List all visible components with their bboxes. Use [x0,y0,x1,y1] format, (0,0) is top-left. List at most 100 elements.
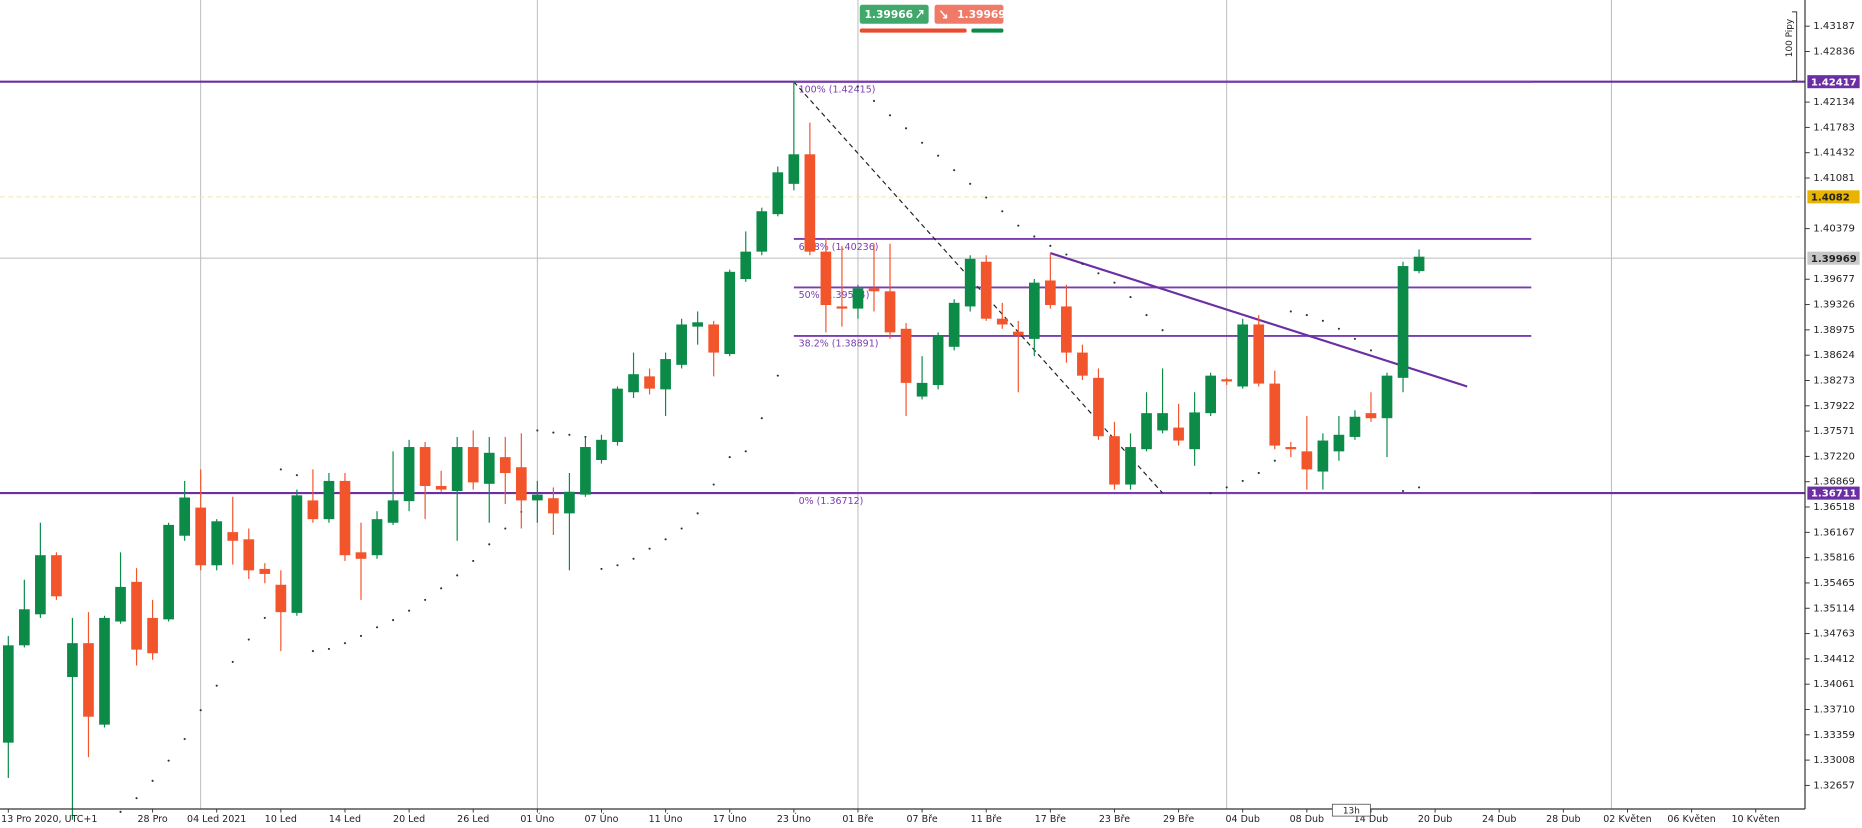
ask-price[interactable]: 1.39969 [957,8,1006,21]
y-tick-label: 1.37220 [1813,451,1855,462]
candle-body [692,322,703,327]
sar-dot [536,429,539,432]
candle-body [564,491,575,514]
candle-body [948,302,960,347]
candle-body [339,480,351,556]
quote-widget: 1.39966 1.39969 [859,4,1006,33]
candle-body [1253,324,1265,384]
candle-body [980,261,992,319]
sar-dot [953,169,956,172]
timeframe-frame [1331,803,1371,817]
sar-dot [664,538,667,541]
sar-dot [1113,281,1116,284]
candle-body [1237,324,1249,387]
x-tick-label: 07 Bře [907,814,938,825]
candle-body [1045,280,1056,305]
candle-body [916,382,928,397]
sar-dot [375,626,379,629]
candle-body [131,581,142,650]
sar-dot [215,684,218,687]
candle-body [499,457,511,473]
sar-dot [872,99,876,103]
buy-button[interactable]: 1.39969 [934,4,1006,24]
candle-body [596,439,607,461]
x-tick-label: 04 Led 2021 [187,814,246,825]
timeframe-label: 13h [1343,806,1360,816]
sar-dot [135,797,138,800]
x-tick-label: 23 Bře [1099,814,1130,825]
bid-price[interactable]: 1.39966 [865,8,914,21]
price-tag-label: 1.42417 [1811,77,1857,88]
candles [2,81,1425,820]
candle-body [35,555,46,615]
sar-dot [1289,310,1292,313]
x-tick-label: 29 Bře [1163,814,1194,825]
candle-body [852,288,864,309]
y-tick-label: 1.34061 [1813,679,1855,690]
sar-dot [600,567,603,570]
candle-body [1349,416,1361,437]
candle-body [435,485,447,490]
candle-body [2,645,14,743]
sar-dot [937,154,940,157]
x-tick-label: 17 Úno [713,813,747,825]
sar-dot [1225,486,1228,489]
buy-button-bg[interactable] [934,4,1004,24]
x-tick-label: 06 Květen [1667,814,1715,825]
sar-dot [969,182,972,185]
sell-volume-bar [859,28,967,33]
sar-dot [776,374,779,377]
candle-body [323,480,335,520]
candle-body [1365,413,1377,419]
price-tag-label: 1.36711 [1811,489,1857,500]
sell-button[interactable]: 1.39966 [859,4,929,24]
candle-body [67,643,78,678]
candle-body [788,154,800,184]
candle-body [115,586,126,622]
sar-dot [295,474,298,477]
sar-dot [311,650,314,653]
sar-dot [472,559,475,563]
x-tick-label: 26 Led [457,814,489,825]
fib-label: 50% (1.39564) [799,290,870,301]
sar-dot [904,127,908,130]
fib-label: 38.2% (1.38891) [799,339,879,350]
x-tick-label: 24 Dub [1482,814,1516,825]
candle-body [387,500,399,523]
price-tag-label: 1.4082 [1811,192,1850,203]
x-tick-label: 11 Bře [971,814,1002,825]
candle-body [996,318,1008,325]
y-tick-label: 1.38273 [1813,375,1855,386]
sar-dot [343,642,347,645]
y-tick-label: 1.42134 [1813,97,1855,108]
x-tick-label: 11 Úno [649,813,683,825]
y-tick-label: 1.36869 [1813,477,1855,488]
candle-body [660,359,671,390]
x-tick-label: 20 Dub [1418,814,1452,825]
sar-dot [1321,319,1324,322]
x-tick-label: 23 Úno [777,813,811,825]
candle-body [676,324,687,365]
y-tick-label: 1.33359 [1813,730,1855,741]
sar-dot [712,483,715,486]
candle-body [932,335,944,386]
candle-body [307,500,319,520]
sar-dot [456,574,459,577]
candle-body [1269,383,1281,446]
y-tick-label: 1.38624 [1813,350,1855,361]
sell-button-bg[interactable] [859,4,929,24]
sar-dot [1273,459,1276,462]
sar-dot [568,433,571,436]
candle-body [548,498,559,514]
sar-dot [1337,327,1340,330]
y-tick-label: 1.34763 [1813,629,1855,640]
sar-dot [856,85,860,88]
pip-scale: 100 Pipy [1785,11,1798,82]
candle-body [195,507,207,566]
sar-dot [247,638,250,641]
sar-dot [1145,314,1148,317]
candle-body [451,447,463,492]
sar-dot [1305,314,1308,317]
x-tick-label: 02 Květen [1603,814,1651,825]
